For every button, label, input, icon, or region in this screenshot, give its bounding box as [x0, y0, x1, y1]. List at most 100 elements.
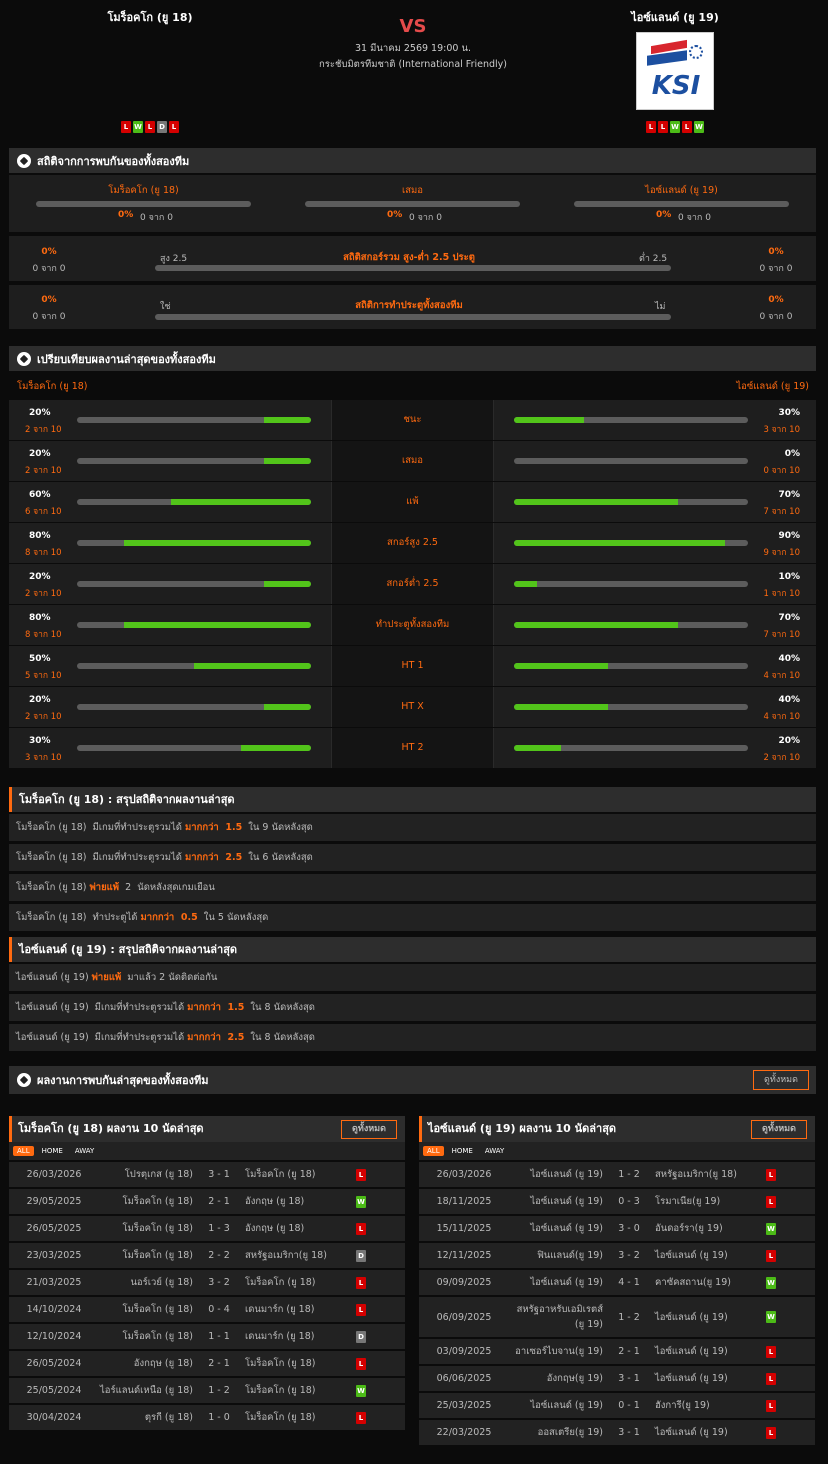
score: 4 - 1 [618, 1277, 640, 1288]
home-bar [77, 622, 311, 628]
summary-row: ไอซ์แลนด์ (ยู 19) มีเกมที่ทำประตูรวมได้ … [9, 1024, 816, 1051]
match-date: 12/11/2025 [436, 1250, 492, 1261]
away-team: โรมาเนีย(ยู 19) [655, 1196, 721, 1207]
match-row[interactable]: 26/03/2026 โปรตุเกส (ยู 18) 3 - 1 โมร็อคโก … [9, 1162, 405, 1187]
match-date: 06/06/2025 [436, 1373, 492, 1384]
btts-title: สถิติการทำประตูทั้งสองทีม [355, 300, 463, 311]
match-row[interactable]: 03/09/2025 อาเซอร์ไบจาน(ยู 19) 2 - 1 ไอซ์แล… [419, 1339, 815, 1364]
match-row[interactable]: 26/03/2026 ไอซ์แลนด์ (ยู 19) 1 - 2 สหรัฐอเม… [419, 1162, 815, 1187]
match-row[interactable]: 15/11/2025 ไอซ์แลนด์ (ยู 19) 3 - 0 อันดอร์ร… [419, 1216, 815, 1241]
result-cell: L [765, 1249, 805, 1262]
result-cell: D [355, 1330, 395, 1343]
h2h-col-bar [36, 201, 251, 207]
home-last-10-table: โมร็อคโก (ยู 18) ผลงาน 10 นัดล่าสุด ดูทั้… [9, 1116, 405, 1430]
away-bar [514, 581, 748, 587]
match-row[interactable]: 09/09/2025 ไอซ์แลนด์ (ยู 19) 4 - 1 คาซัคสถา… [419, 1270, 815, 1295]
away-count: 3 จาก 10 [763, 425, 800, 435]
away-count: 1 จาก 10 [763, 589, 800, 599]
match-row[interactable]: 29/05/2025 โมร็อคโก (ยู 18) 2 - 1 อังกฤษ (ย… [9, 1189, 405, 1214]
summary-highlight: มากกว่า 2.5 [187, 1032, 245, 1043]
compare-row: 20% 2 จาก 10 ชนะ 30% 3 จาก 10 [9, 400, 816, 440]
summary-text: โมร็อคโก (ยู 18) [16, 882, 90, 893]
filter-tabs: ALL HOME AWAY [9, 1142, 405, 1160]
view-all-button[interactable]: ดูทั้งหมด [751, 1120, 807, 1139]
ksi-logo-text: KSI [651, 71, 701, 101]
view-all-button[interactable]: ดูทั้งหมด [341, 1120, 397, 1139]
summary-text: ใน 9 นัดหลังสุด [242, 822, 313, 833]
match-row[interactable]: 12/11/2025 ฟินแลนด์(ยู 19) 3 - 2 ไอซ์แลนด์ … [419, 1243, 815, 1268]
under-pct: 0% [768, 247, 784, 257]
score: 1 - 2 [618, 1169, 640, 1180]
match-date: 29/05/2025 [26, 1196, 82, 1207]
home-bar-fill [240, 745, 311, 751]
football-icon [17, 351, 31, 366]
away-count: 2 จาก 10 [763, 753, 800, 763]
tab-home[interactable]: HOME [41, 1147, 63, 1155]
match-row[interactable]: 06/09/2025 สหรัฐอาหรับเอมิเรตส์ (ยู 19) 1 … [419, 1297, 815, 1337]
summary-text: ใน 5 นัดหลังสุด [197, 912, 269, 923]
result-badge-l: L [766, 1195, 776, 1208]
home-bar-fill [123, 622, 311, 628]
home-team: สหรัฐอาหรับเอมิเรตส์ (ยู 19) [516, 1304, 603, 1330]
form-badge-l: L [646, 121, 656, 133]
home-team: โมร็อคโก (ยู 18) [122, 1304, 194, 1315]
match-row[interactable]: 21/03/2025 นอร์เวย์ (ยู 18) 3 - 2 โมร็อคโก … [9, 1270, 405, 1295]
compare-label: สกอร์สูง 2.5 [331, 523, 494, 563]
home-team: ไอร์แลนด์เหนือ (ยู 18) [99, 1385, 193, 1396]
h2h-col-label: เสมอ [401, 185, 423, 196]
match-row[interactable]: 25/05/2024 ไอร์แลนด์เหนือ (ยู 18) 1 - 2 โมร… [9, 1378, 405, 1403]
match-row[interactable]: 12/10/2024 โมร็อคโก (ยู 18) 1 - 1 เดนมาร์ก … [9, 1324, 405, 1349]
compare-row: 20% 2 จาก 10 เสมอ 0% 0 จาก 10 [9, 441, 816, 481]
compare-label: HT 2 [331, 728, 494, 768]
vs-label: VS [399, 16, 427, 37]
match-row[interactable]: 26/05/2024 อังกฤษ (ยู 18) 2 - 1 โมร็อคโก (ย… [9, 1351, 405, 1376]
compare-label: HT 1 [331, 646, 494, 686]
home-bar-fill [264, 704, 311, 710]
match-row[interactable]: 25/03/2025 ไอซ์แลนด์ (ยู 19) 0 - 1 ฮังการี(… [419, 1393, 815, 1418]
h2h-col-pct: 0% [118, 210, 134, 220]
result-cell: L [765, 1399, 805, 1412]
home-bar-fill [123, 540, 311, 546]
result-badge-w: W [766, 1311, 776, 1323]
away-count: 7 จาก 10 [763, 507, 800, 517]
h2h-col-pct: 0% [387, 210, 403, 220]
home-team: ไอซ์แลนด์ (ยู 19) [530, 1277, 603, 1288]
home-pct: 80% [29, 531, 51, 541]
result-badge-w: W [356, 1195, 366, 1208]
home-count: 6 จาก 10 [25, 507, 62, 517]
match-row[interactable]: 14/10/2024 โมร็อคโก (ยู 18) 0 - 4 เดนมาร์ก … [9, 1297, 405, 1322]
h2h-col-label: โมร็อคโก (ยู 18) [108, 185, 179, 196]
tab-all[interactable]: ALL [423, 1146, 444, 1156]
home-pct: 20% [29, 695, 51, 705]
match-row[interactable]: 18/11/2025 ไอซ์แลนด์ (ยู 19) 0 - 3 โรมาเนีย… [419, 1189, 815, 1214]
tab-home[interactable]: HOME [451, 1147, 473, 1155]
match-date: 12/10/2024 [26, 1331, 82, 1342]
home-team: ไอซ์แลนด์ (ยู 19) [530, 1223, 603, 1234]
away-team: โมร็อคโก (ยู 18) [245, 1277, 316, 1288]
score: 1 - 3 [208, 1223, 230, 1234]
home-count: 5 จาก 10 [25, 671, 62, 681]
match-row[interactable]: 23/03/2025 โมร็อคโก (ยู 18) 2 - 2 สหรัฐอเมร… [9, 1243, 405, 1268]
result-badge-l: L [766, 1426, 776, 1439]
away-pct: 70% [778, 490, 800, 500]
away-pct: 40% [778, 695, 800, 705]
tab-all[interactable]: ALL [13, 1146, 34, 1156]
home-bar [77, 458, 311, 464]
match-row[interactable]: 30/04/2024 ตุรกี (ยู 18) 1 - 0 โมร็อคโก (ยู… [9, 1405, 405, 1430]
match-row[interactable]: 22/03/2025 ออสเตรีย(ยู 19) 3 - 1 ไอซ์แลนด์ … [419, 1420, 815, 1445]
match-row[interactable]: 06/06/2025 อังกฤษ(ยู 19) 3 - 1 ไอซ์แลนด์ (ย… [419, 1366, 815, 1391]
home-team-name[interactable]: โมร็อคโก (ยู 18) [107, 11, 193, 24]
table-title: ไอซ์แลนด์ (ยู 19) ผลงาน 10 นัดล่าสุด [428, 1122, 617, 1135]
tab-away[interactable]: AWAY [74, 1147, 95, 1155]
summary-row: โมร็อคโก (ยู 18) มีเกมที่ทำประตูรวมได้ ม… [9, 844, 816, 871]
tab-away[interactable]: AWAY [484, 1147, 505, 1155]
away-team: อังกฤษ (ยู 18) [245, 1196, 305, 1207]
home-team: ไอซ์แลนด์ (ยู 19) [530, 1400, 603, 1411]
result-badge-l: L [766, 1168, 776, 1181]
match-row[interactable]: 26/05/2025 โมร็อคโก (ยู 18) 1 - 3 อังกฤษ (ย… [9, 1216, 405, 1241]
away-team-logo: KSI [636, 32, 714, 110]
score: 0 - 1 [618, 1400, 640, 1411]
h2h-view-all-button[interactable]: ดูทั้งหมด [753, 1070, 809, 1090]
away-team-name[interactable]: ไอซ์แลนด์ (ยู 19) [631, 11, 719, 24]
